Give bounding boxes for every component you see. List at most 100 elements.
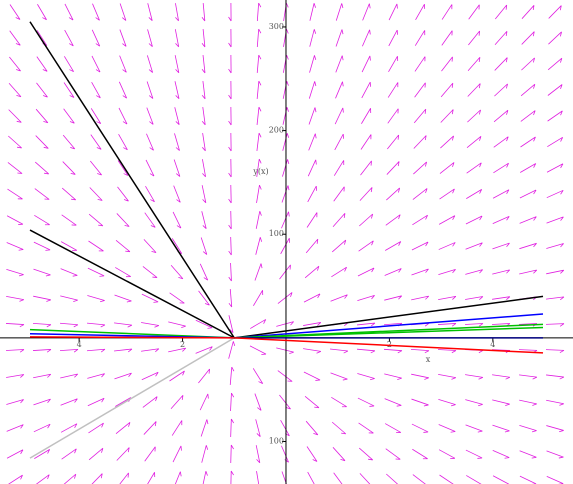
field-arrow [440,135,455,149]
field-arrow [33,295,51,302]
field-arrow [306,446,318,462]
field-arrow [202,471,208,484]
field-arrow [115,239,131,253]
field-arrow [201,185,207,204]
field-arrow [492,374,511,380]
field-arrow [387,82,399,98]
field-arrow [360,134,372,150]
field-arrow [546,425,564,433]
field-arrow [519,475,537,484]
solution-curve [234,313,544,339]
field-arrow [228,288,233,308]
field-arrow [411,373,429,380]
field-arrow [229,366,235,386]
field-arrow [174,29,180,48]
field-arrow [230,418,235,438]
field-arrow [255,445,261,464]
field-arrow [437,349,457,354]
field-arrow [91,55,101,73]
field-arrow [330,372,348,381]
field-arrow [256,132,262,151]
solution-curve [29,229,235,339]
field-arrow [90,108,102,124]
field-arrow [7,188,23,200]
field-arrow [465,215,483,225]
field-arrow [494,57,508,71]
field-arrow [305,238,319,254]
field-arrow [465,449,483,459]
field-arrow [119,29,127,47]
field-arrow [118,133,128,151]
field-arrow [34,449,51,459]
direction-field [5,2,565,484]
field-arrow [115,397,132,407]
field-arrow [519,242,537,250]
field-arrow [492,269,511,275]
field-arrow [357,295,375,301]
field-arrow [6,399,24,405]
field-arrow [548,5,562,19]
field-arrow [142,266,158,278]
field-arrow [146,133,154,151]
field-arrow [468,4,480,20]
field-arrow [228,2,232,22]
field-arrow [146,81,154,99]
field-arrow [36,56,48,72]
field-arrow [493,162,509,174]
field-arrow [465,399,483,407]
field-arrow [228,315,234,334]
field-arrow [493,109,509,123]
field-arrow [358,447,374,461]
field-arrow [357,397,375,407]
field-arrow [361,55,371,73]
field-arrow [230,392,235,412]
field-arrow [359,187,373,201]
field-arrow [332,213,346,227]
field-arrow [466,189,483,199]
field-arrow [9,30,21,46]
field-arrow [201,81,206,100]
field-arrow [438,215,456,225]
field-arrow [228,132,232,152]
field-arrow [303,348,322,354]
field-arrow [33,373,52,379]
field-arrow [546,243,564,249]
field-arrow [493,136,509,148]
field-arrow [546,189,564,199]
field-arrow [145,159,155,177]
field-arrow [438,268,456,276]
field-arrow [386,473,399,484]
field-arrow [249,345,267,355]
field-arrow [331,421,347,435]
field-arrow [141,322,160,328]
y-tick-label: 300 [269,22,284,31]
field-arrow [546,296,565,301]
field-arrow [519,269,538,275]
field-arrow [198,290,210,306]
field-arrow [547,110,563,122]
field-arrow [91,473,103,484]
field-arrow [333,160,345,176]
field-arrow [228,210,232,230]
field-arrow [119,55,127,73]
field-arrow [173,159,181,177]
field-arrow [277,292,293,304]
field-arrow [361,81,371,99]
field-arrow [256,158,262,177]
field-arrow [334,133,344,151]
field-arrow [357,373,375,381]
field-arrow [386,161,400,175]
field-arrow [467,109,481,123]
field-arrow [201,55,206,74]
field-arrow [385,241,402,251]
field-arrow [37,4,47,21]
field-arrow [465,269,483,275]
field-arrow [276,321,294,327]
field-arrow [61,448,77,460]
field-arrow [546,399,564,406]
field-arrow [280,419,290,437]
field-arrow [519,450,537,459]
field-arrow [62,161,76,175]
field-arrow [330,348,349,354]
y-tick-label: 200 [269,126,284,135]
